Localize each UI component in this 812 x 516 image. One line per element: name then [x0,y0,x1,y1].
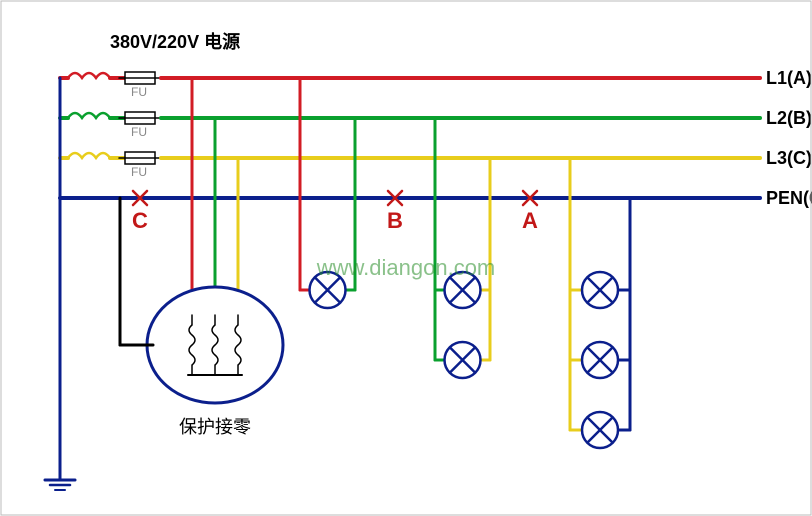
svg-text:FU: FU [131,165,147,179]
svg-text:L1(A): L1(A) [766,68,812,88]
watermark: www.diangon.com [316,255,496,280]
svg-text:C: C [132,208,148,233]
svg-text:380V/220V 电源: 380V/220V 电源 [110,31,240,52]
svg-text:L2(B): L2(B) [766,108,812,128]
svg-text:FU: FU [131,125,147,139]
svg-text:B: B [387,208,403,233]
svg-text:A: A [522,208,538,233]
svg-text:PEN(0): PEN(0) [766,188,812,208]
wiring-diagram: FU FU FU L1(A) L2(B) L3(C) PEN(0) 380V/220V 电源 C… [0,0,812,516]
svg-text:保护接零: 保护接零 [179,417,251,437]
svg-text:FU: FU [131,85,147,99]
svg-text:L3(C): L3(C) [766,148,812,168]
